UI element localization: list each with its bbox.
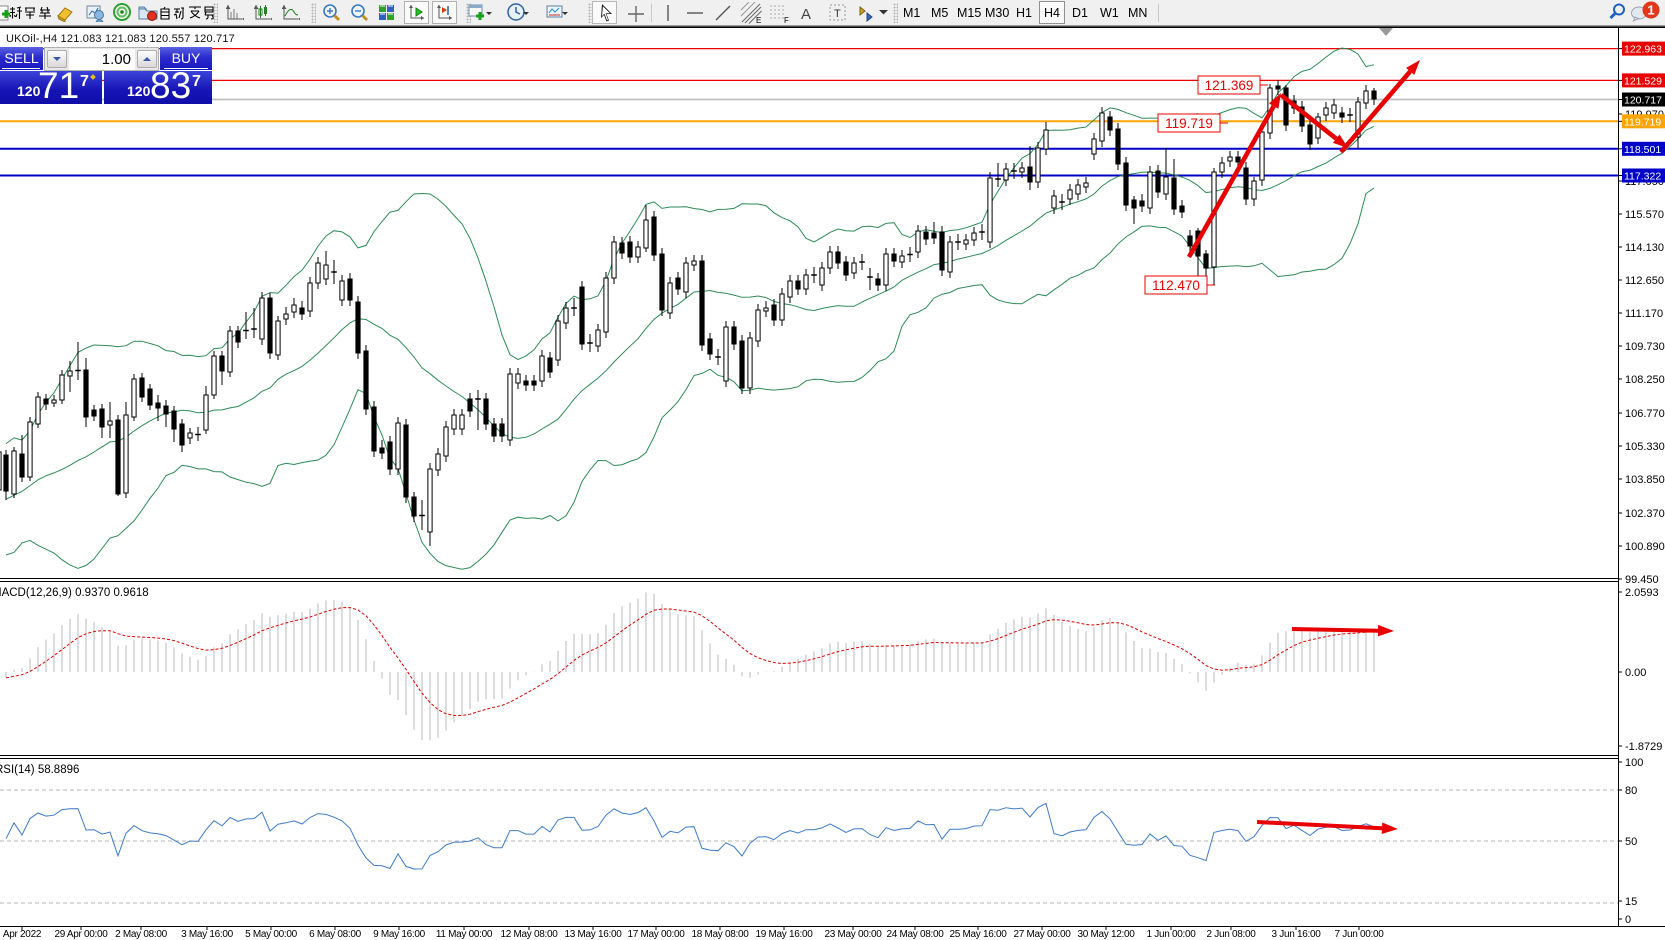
svg-text:13 May 16:00: 13 May 16:00 [565, 929, 623, 940]
svg-text:24 May 08:00: 24 May 08:00 [887, 929, 945, 940]
svg-text:27 May 00:00: 27 May 00:00 [1014, 929, 1072, 940]
svg-text:MACD(12,26,9) 0.9370 0.9618: MACD(12,26,9) 0.9370 0.9618 [0, 587, 149, 599]
svg-text:108.250: 108.250 [1625, 374, 1665, 386]
svg-text:23 May 00:00: 23 May 00:00 [825, 929, 883, 940]
svg-text:121.369: 121.369 [1205, 78, 1254, 93]
svg-text:106.770: 106.770 [1625, 408, 1665, 420]
svg-text:19 May 16:00: 19 May 16:00 [756, 929, 814, 940]
svg-text:115.570: 115.570 [1625, 209, 1664, 221]
svg-text:F: F [784, 16, 789, 24]
svg-text:111.170: 111.170 [1625, 308, 1663, 320]
svg-text:9 May 16:00: 9 May 16:00 [373, 929, 425, 940]
svg-text:0.00: 0.00 [1625, 667, 1646, 679]
svg-text:12 May 08:00: 12 May 08:00 [501, 929, 559, 940]
svg-text:119.719: 119.719 [1165, 116, 1213, 131]
svg-text:109.730: 109.730 [1625, 341, 1665, 353]
svg-text:2 Jun 08:00: 2 Jun 08:00 [1207, 929, 1257, 940]
svg-text:15: 15 [1625, 896, 1637, 908]
svg-text:119.719: 119.719 [1624, 116, 1661, 128]
svg-text:122.963: 122.963 [1624, 44, 1662, 56]
svg-text:T: T [834, 8, 841, 20]
svg-text:100: 100 [1625, 757, 1643, 769]
svg-text:2 May 08:00: 2 May 08:00 [115, 929, 167, 940]
svg-text:7 Jun 00:00: 7 Jun 00:00 [1335, 929, 1385, 940]
svg-text:102.370: 102.370 [1625, 508, 1665, 520]
svg-text:112.470: 112.470 [1152, 278, 1200, 293]
svg-text:RSI(14) 58.8896: RSI(14) 58.8896 [0, 764, 79, 776]
svg-text:5 May 00:00: 5 May 00:00 [245, 929, 297, 940]
svg-text:103.850: 103.850 [1625, 474, 1665, 486]
svg-text:3 Jun 16:00: 3 Jun 16:00 [1272, 929, 1322, 940]
svg-text:114.130: 114.130 [1625, 242, 1664, 254]
svg-text:1 Jun 00:00: 1 Jun 00:00 [1147, 929, 1197, 940]
svg-text:3 May 16:00: 3 May 16:00 [181, 929, 233, 940]
svg-text:112.650: 112.650 [1625, 275, 1664, 287]
svg-text:80: 80 [1625, 785, 1637, 797]
svg-text:6 May 08:00: 6 May 08:00 [309, 929, 361, 940]
svg-text:30 May 12:00: 30 May 12:00 [1078, 929, 1136, 940]
svg-text:-1.8729: -1.8729 [1625, 741, 1662, 753]
svg-text:1: 1 [1647, 3, 1654, 18]
svg-text:2.0593: 2.0593 [1625, 587, 1659, 599]
svg-text:100.890: 100.890 [1625, 541, 1665, 553]
svg-text:Apr 2022: Apr 2022 [3, 929, 42, 940]
svg-text:120.717: 120.717 [1624, 95, 1662, 107]
svg-text:25 May 16:00: 25 May 16:00 [950, 929, 1008, 940]
svg-text:0: 0 [1625, 914, 1631, 926]
svg-text:117.322: 117.322 [1624, 171, 1661, 183]
svg-text:50: 50 [1625, 836, 1637, 848]
svg-text:118.501: 118.501 [1624, 144, 1661, 156]
svg-text:105.330: 105.330 [1625, 441, 1665, 453]
svg-text:17 May 00:00: 17 May 00:00 [628, 929, 686, 940]
svg-text:121.529: 121.529 [1624, 75, 1662, 87]
svg-text:18 May 08:00: 18 May 08:00 [692, 929, 750, 940]
svg-text:11 May 00:00: 11 May 00:00 [436, 929, 493, 940]
svg-text:99.450: 99.450 [1625, 574, 1659, 586]
svg-text:E: E [756, 16, 761, 24]
svg-text:29 Apr 00:00: 29 Apr 00:00 [54, 929, 108, 940]
